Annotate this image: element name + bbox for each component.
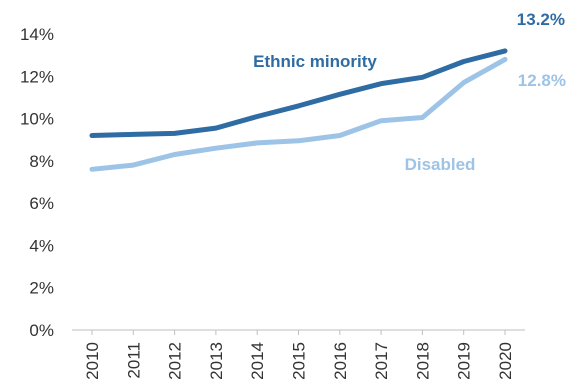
y-tick-label: 8%: [29, 152, 54, 171]
end-value-label-disabled: 12.8%: [518, 71, 566, 90]
x-tick-label: 2018: [413, 342, 432, 380]
series-label-ethnic-minority: Ethnic minority: [253, 52, 377, 71]
y-tick-label: 10%: [20, 110, 54, 129]
y-axis: 0% 2% 4% 6% 8% 10% 12% 14%: [20, 25, 54, 340]
series-lines: [89, 48, 508, 172]
y-tick-label: 4%: [29, 236, 54, 255]
end-value-label-ethnic-minority: 13.2%: [517, 10, 565, 29]
x-tick-label: 2017: [372, 342, 391, 380]
x-axis: 2010 2011 2012 2013 2014 2015 2016 2017 2018 2019…: [83, 330, 515, 380]
y-tick-label: 6%: [29, 194, 54, 213]
x-tick-label: 2013: [207, 342, 226, 380]
x-tick-label: 2015: [290, 342, 309, 380]
x-tick-label: 2016: [331, 342, 350, 380]
x-tick-label: 2014: [248, 342, 267, 380]
x-tick-label: 2012: [166, 342, 185, 380]
x-tick-label: 2011: [124, 342, 143, 379]
series-label-disabled: Disabled: [405, 155, 476, 174]
x-tick-label: 2019: [455, 342, 474, 380]
series-line-disabled: [89, 56, 508, 172]
y-tick-label: 12%: [20, 67, 54, 86]
y-tick-label: 14%: [20, 25, 54, 44]
x-tick-label: 2010: [83, 342, 102, 380]
y-tick-label: 2%: [29, 279, 54, 298]
y-tick-label: 0%: [29, 321, 54, 340]
x-tick-label: 2020: [496, 342, 515, 380]
series-line-ethnic-minority: [89, 48, 508, 138]
